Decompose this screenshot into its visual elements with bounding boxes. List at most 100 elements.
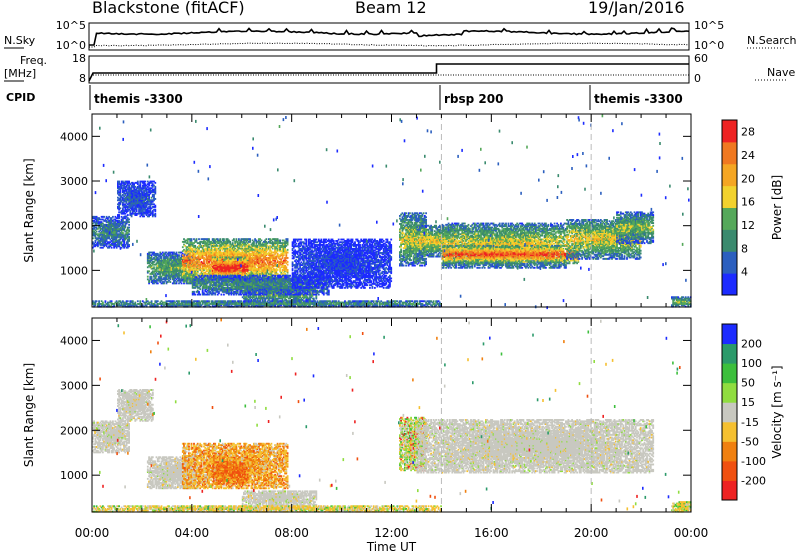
echo-cell: [214, 248, 217, 251]
echo-cell: [160, 266, 163, 269]
echo-cell: [115, 217, 118, 220]
echo-cell: [251, 266, 254, 269]
echo-cell: [174, 275, 177, 278]
echo-cell: [118, 199, 120, 202]
echo-cell: [203, 240, 205, 243]
echo-cell: [141, 184, 144, 187]
echo-cell: [251, 261, 254, 263]
echo-cell: [120, 219, 123, 222]
echo-cell: [191, 252, 194, 255]
echo-cell: [226, 248, 229, 251]
echo-cell: [190, 266, 193, 269]
echo-cell: [131, 198, 134, 200]
echo-cell: [148, 196, 150, 199]
echo-cell: [104, 229, 107, 232]
echo-cell: [148, 210, 150, 212]
echo-cell: [123, 189, 125, 192]
echo-cell: [139, 204, 142, 207]
echo-cell: [158, 279, 160, 282]
echo-cell: [249, 254, 251, 257]
echo-cell: [151, 270, 154, 273]
echo-cell: [163, 269, 165, 271]
echo-cell: [248, 251, 250, 254]
echo-cell: [166, 263, 169, 266]
echo-cell: [126, 191, 129, 194]
echo-cell: [145, 187, 148, 190]
echo-cell: [206, 238, 209, 241]
echo-cell: [248, 263, 250, 266]
echo-cell: [125, 218, 128, 221]
echo-cell: [129, 202, 132, 204]
echo-cell: [253, 261, 255, 263]
echo-cell: [219, 248, 222, 251]
echo-cell: [196, 262, 199, 265]
echo-cell: [179, 267, 182, 270]
echo-cell: [114, 215, 117, 218]
echo-cell: [239, 254, 242, 257]
echo-cell: [129, 203, 132, 206]
echo-cell: [224, 242, 227, 245]
echo-cell: [124, 210, 127, 212]
echo-cell: [251, 254, 254, 257]
echo-cell: [122, 245, 124, 248]
echo-cell: [186, 266, 189, 269]
echo-cell: [99, 222, 102, 225]
echo-cell: [180, 273, 183, 275]
echo-cell: [184, 258, 187, 261]
echo-cell: [198, 257, 200, 259]
echo-cell: [138, 192, 140, 195]
echo-cell: [123, 225, 125, 228]
echo-cell: [208, 248, 210, 251]
echo-cell: [186, 259, 189, 262]
echo-cell: [131, 194, 134, 196]
echo-cell: [149, 263, 152, 266]
echo-cell: [159, 263, 162, 266]
echo-cell: [109, 221, 112, 224]
echo-cell: [173, 251, 175, 254]
echo-cell: [203, 263, 205, 266]
echo-cell: [193, 242, 195, 245]
echo-cell: [148, 211, 150, 214]
echo-cell: [160, 271, 163, 274]
echo-cell: [133, 202, 135, 204]
echo-cell: [92, 246, 94, 249]
echo-cell: [256, 265, 259, 267]
echo-cell: [205, 265, 208, 267]
echo-cell: [100, 246, 103, 249]
echo-cell: [134, 203, 137, 206]
echo-cell: [180, 258, 183, 261]
echo-cell: [230, 252, 233, 255]
echo-cell: [250, 265, 253, 267]
echo-cell: [190, 262, 193, 265]
echo-cell: [151, 199, 154, 202]
echo-cell: [233, 251, 235, 254]
echo-cell: [113, 223, 115, 226]
echo-cell: [164, 262, 167, 265]
echo-cell: [161, 271, 164, 274]
echo-cell: [256, 262, 259, 265]
echo-cell: [126, 210, 129, 212]
echo-cell: [224, 254, 227, 257]
echo-cell: [98, 217, 100, 220]
echo-cell: [248, 247, 250, 250]
echo-cell: [184, 275, 187, 278]
echo-cell: [115, 241, 118, 244]
echo-cell: [193, 265, 195, 267]
echo-cell: [92, 233, 94, 236]
echo-cell: [230, 250, 233, 253]
echo-cell: [248, 258, 250, 261]
echo-cell: [179, 274, 182, 277]
echo-cell: [156, 259, 159, 262]
echo-cell: [186, 275, 189, 278]
echo-cell: [231, 243, 234, 246]
echo-cell: [118, 236, 120, 238]
echo-cell: [133, 194, 135, 196]
echo-cell: [95, 238, 98, 241]
echo-cell: [243, 238, 245, 241]
echo-cell: [136, 194, 139, 196]
echo-cell: [123, 183, 125, 186]
echo-cell: [149, 251, 152, 254]
echo-cell: [104, 218, 107, 221]
echo-cell: [118, 183, 120, 186]
echo-cell: [215, 250, 218, 253]
